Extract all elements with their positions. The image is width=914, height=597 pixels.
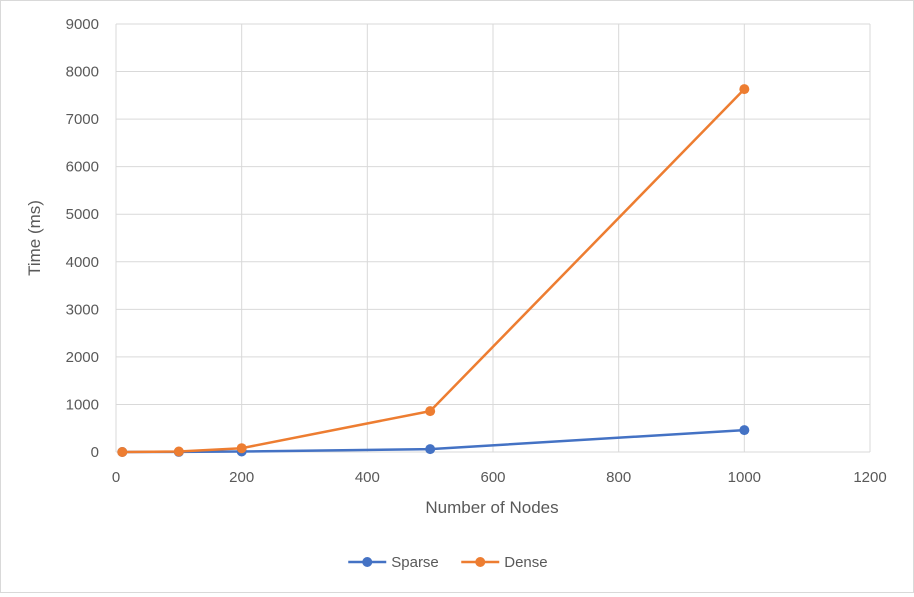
legend-label-dense: Dense	[504, 554, 547, 571]
legend: Sparse Dense	[348, 554, 548, 571]
y-tick-label: 1000	[66, 396, 99, 413]
y-tick-label: 8000	[66, 64, 99, 81]
y-tick-label: 4000	[66, 254, 99, 271]
x-tick-label: 200	[229, 469, 254, 486]
legend-swatch-marker	[475, 557, 486, 567]
legend-item-dense: Dense	[461, 554, 548, 571]
data-point-dense	[173, 446, 184, 457]
x-tick-label: 1000	[728, 469, 761, 486]
y-tick-label: 7000	[66, 111, 99, 128]
legend-label-sparse: Sparse	[391, 554, 439, 571]
grid-lines	[115, 23, 871, 453]
data-point-dense	[236, 443, 247, 454]
y-axis-title: Time (ms)	[25, 200, 44, 276]
y-tick-label: 3000	[66, 301, 99, 318]
x-tick-label: 0	[112, 469, 120, 486]
legend-item-sparse: Sparse	[348, 554, 439, 571]
series-lines	[117, 84, 750, 457]
x-tick-label: 600	[480, 469, 505, 486]
x-tick-label: 800	[606, 469, 631, 486]
y-tick-label: 0	[91, 444, 99, 461]
y-tick-label: 6000	[66, 159, 99, 176]
tick-labels: 0 1000 2000 3000 4000 5000 6000 7000 8000 9000 0 20…	[66, 16, 887, 486]
y-tick-label: 2000	[66, 349, 99, 366]
x-axis-title: Number of Nodes	[425, 498, 558, 517]
series-line-dense	[122, 88, 746, 454]
data-point-dense	[117, 447, 128, 457]
data-point-sparse	[425, 444, 436, 455]
y-tick-label: 5000	[66, 206, 99, 223]
data-point-dense	[739, 84, 750, 95]
data-point-dense	[425, 406, 436, 417]
data-point-sparse	[739, 425, 750, 436]
x-tick-label: 400	[355, 469, 380, 486]
x-tick-label: 1200	[853, 469, 886, 486]
legend-swatch-marker	[362, 557, 373, 567]
y-tick-label: 9000	[66, 16, 99, 33]
